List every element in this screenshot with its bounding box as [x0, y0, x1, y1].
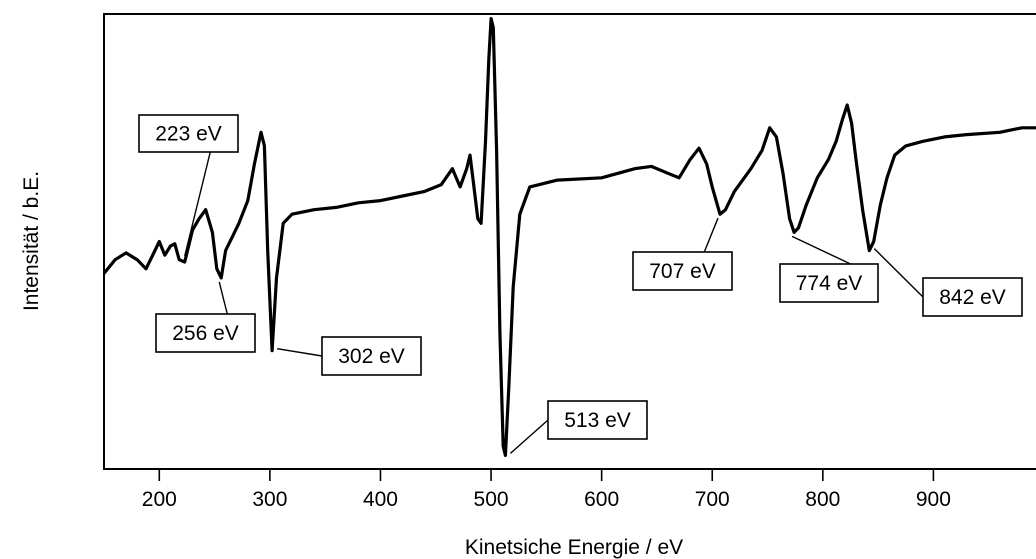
- x-tick-label: 300: [252, 488, 287, 511]
- annotation-box: [155, 313, 256, 353]
- x-tick-label: 200: [142, 488, 177, 511]
- x-axis-label: Kinetsiche Energie / eV: [465, 536, 683, 559]
- annotation-label: 707 eV: [649, 260, 716, 283]
- annotation-label: 513 eV: [564, 409, 631, 432]
- annotation-label: 774 eV: [796, 272, 863, 295]
- annotation-box: [138, 114, 239, 153]
- annotation-box: [922, 277, 1023, 317]
- annotation-707-ev: 707 eV: [632, 217, 733, 291]
- annotation-label: 223 eV: [155, 123, 222, 146]
- annotation-leader-line: [873, 248, 924, 298]
- annotation-513-ev: 513 eV: [509, 400, 648, 454]
- annotation-223-ev: 223 eV: [138, 114, 239, 257]
- annotation-302-ev: 302 eV: [276, 336, 422, 376]
- spectrum-line: [102, 17, 1036, 457]
- x-axis-ticks: 200 300 400 500 600 700 800 900: [142, 469, 951, 511]
- plot-frame: [103, 13, 1036, 470]
- annotation-label: 256 eV: [172, 322, 239, 345]
- annotation-label: 842 eV: [939, 286, 1006, 309]
- x-tick-label: 400: [363, 488, 398, 511]
- annotation-842-ev: 842 eV: [873, 248, 1023, 317]
- annotation-leader-line: [218, 281, 228, 315]
- annotation-leader-line: [276, 348, 323, 357]
- x-tick-label: 600: [584, 488, 619, 511]
- annotation-leader-line: [791, 235, 851, 265]
- annotation-box: [632, 251, 733, 291]
- annotation-box: [321, 336, 422, 376]
- annotation-leader-line: [184, 151, 211, 257]
- annotation-774-ev: 774 eV: [779, 235, 879, 303]
- x-tick-label: 500: [474, 488, 509, 511]
- annotation-box: [547, 400, 648, 440]
- peak-annotations: 223 eV 256 eV 302 eV 513 eV 707 eV 774 eV 842 …: [138, 114, 1023, 454]
- annotation-leader-line: [703, 217, 719, 253]
- x-tick-label: 900: [916, 488, 951, 511]
- y-axis-label: Intensität / b.E.: [20, 171, 43, 311]
- x-tick-label: 700: [695, 488, 730, 511]
- annotation-leader-line: [509, 419, 549, 454]
- annotation-label: 302 eV: [338, 345, 405, 368]
- annotation-box: [779, 263, 879, 303]
- annotation-256-ev: 256 eV: [155, 281, 256, 353]
- x-tick-label: 800: [805, 488, 840, 511]
